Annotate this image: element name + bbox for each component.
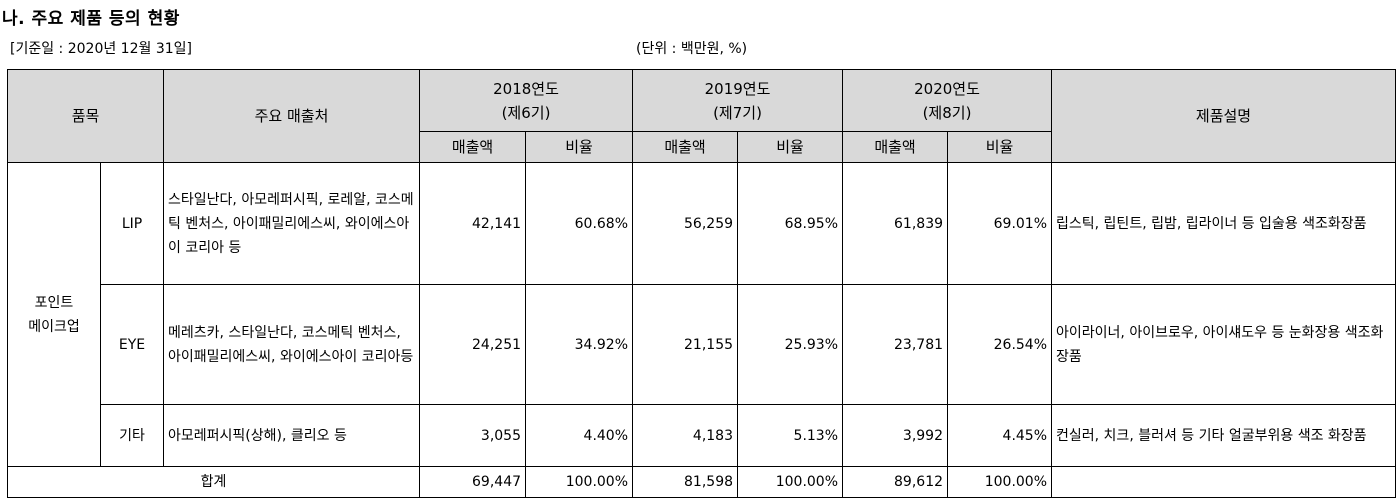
total-ratio-2020: 100.00%	[947, 466, 1053, 498]
sales-2020: 23,781	[842, 284, 949, 405]
header-ratio: 비율	[947, 131, 1053, 163]
table-row: 포인트 메이크업 LIP 스타일난다, 아모레퍼시픽, 로레알, 코스메틱 벤처…	[7, 162, 1397, 467]
total-ratio-2019: 100.00%	[737, 466, 844, 498]
sales-2019: 56,259	[632, 162, 739, 285]
customers-cell: 메레츠카, 스타일난다, 코스메틱 벤처스, 아이패밀리에스씨, 와이에스아이 …	[163, 284, 421, 405]
term-label: (제8기)	[922, 103, 972, 122]
table-row: EYE 메레츠카, 스타일난다, 코스메틱 벤처스, 아이패밀리에스씨, 와이에…	[8, 284, 1397, 405]
customers-cell: 아모레퍼시픽(상해), 클리오 등	[163, 404, 421, 467]
base-date: [기준일 : 2020년 12월 31일]	[10, 41, 192, 57]
section-title: 나. 주요 제품 등의 현황	[2, 9, 180, 29]
term-label: (제7기)	[713, 103, 762, 122]
subcategory-cell: LIP	[99, 162, 165, 285]
header-year-2020: 2020연도 (제8기)	[842, 69, 1053, 132]
ratio-2020: 4.45%	[947, 404, 1053, 467]
header-description: 제품설명	[1051, 69, 1397, 163]
year-label: 2018연도	[493, 79, 559, 98]
header-item: 품목	[6, 69, 165, 163]
description-cell: 아이라이너, 아이브로우, 아이섀도우 등 눈화장용 색조화장품	[1051, 284, 1397, 405]
ratio-2020: 69.01%	[947, 162, 1053, 285]
ratio-2019: 68.95%	[737, 162, 844, 285]
product-table: 품목 주요 매출처 2018연도 (제6기) 2019연도 (제7기) 2020…	[6, 69, 1397, 498]
year-label: 2019연도	[704, 79, 771, 98]
year-label: 2020연도	[914, 79, 980, 98]
header-sales: 매출액	[842, 131, 949, 163]
total-ratio-2018: 100.00%	[525, 466, 634, 498]
total-label: 합계	[6, 466, 421, 498]
description-cell: 립스틱, 립틴트, 립밤, 립라이너 등 입술용 색조화장품	[1051, 162, 1397, 285]
term-label: (제6기)	[501, 103, 551, 122]
sales-2018: 3,055	[419, 404, 527, 467]
header-ratio: 비율	[737, 131, 844, 163]
sales-2020: 3,992	[842, 404, 949, 467]
header-sales: 매출액	[419, 131, 527, 163]
ratio-2018: 60.68%	[525, 162, 634, 285]
total-row: 합계 69,447 100.00% 81,598 100.00% 89,612 …	[6, 466, 1397, 498]
unit-label: (단위 : 백만원, %)	[636, 41, 748, 57]
header-year-2019: 2019연도 (제7기)	[632, 69, 844, 132]
header-year-2018: 2018연도 (제6기)	[419, 69, 634, 132]
header-ratio: 비율	[525, 131, 634, 163]
sales-2020: 61,839	[842, 162, 949, 285]
table-row: 기타 아모레퍼시픽(상해), 클리오 등 3,055 4.40% 4,183 5…	[8, 404, 1397, 467]
sales-2019: 21,155	[632, 284, 739, 405]
ratio-2018: 34.92%	[525, 284, 634, 405]
total-sales-2018: 69,447	[419, 466, 527, 498]
sales-2018: 24,251	[419, 284, 527, 405]
header-customers: 주요 매출처	[163, 69, 421, 163]
sales-2018: 42,141	[419, 162, 527, 285]
ratio-2018: 4.40%	[525, 404, 634, 467]
ratio-2020: 26.54%	[947, 284, 1053, 405]
description-cell: 컨실러, 치크, 블러셔 등 기타 얼굴부위용 색조 화장품	[1051, 404, 1397, 467]
total-sales-2020: 89,612	[842, 466, 949, 498]
total-sales-2019: 81,598	[632, 466, 739, 498]
category-cell: 포인트 메이크업	[7, 162, 101, 467]
header-sales: 매출액	[632, 131, 739, 163]
ratio-2019: 5.13%	[737, 404, 844, 467]
customers-cell: 스타일난다, 아모레퍼시픽, 로레알, 코스메틱 벤처스, 아이패밀리에스씨, …	[163, 162, 421, 285]
subcategory-cell: EYE	[99, 284, 165, 405]
subcategory-cell: 기타	[99, 404, 165, 467]
ratio-2019: 25.93%	[737, 284, 844, 405]
category-label: 포인트 메이크업	[28, 294, 80, 335]
total-description	[1051, 466, 1397, 498]
sales-2019: 4,183	[632, 404, 739, 467]
